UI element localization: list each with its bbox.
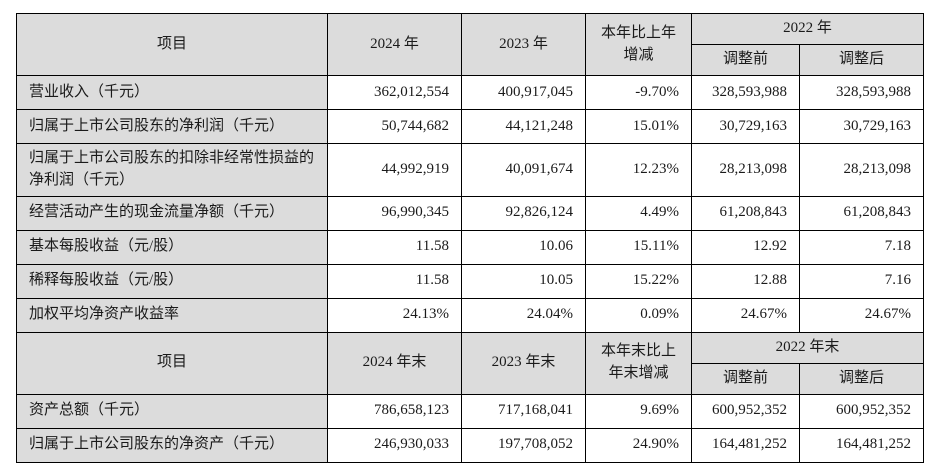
cell-2022-post: 7.18	[798, 229, 925, 265]
cell-2024: 50,744,682	[327, 109, 462, 144]
cell-2023: 400,917,045	[461, 75, 586, 110]
row-label: 营业收入（千元）	[16, 75, 328, 110]
cell-change: 15.22%	[585, 263, 692, 299]
row-label: 基本每股收益（元/股）	[16, 229, 328, 265]
cell-2024: 11.58	[327, 263, 462, 299]
cell-change: 0.09%	[585, 297, 692, 333]
cell-2022-pre: 28,213,098	[691, 143, 800, 197]
cell-2022-post: 600,952,352	[798, 393, 925, 429]
section2-header-row-1: 项目 2024 年末 2023 年末 本年末比上 年末增减 2022 年末	[16, 331, 925, 395]
section1-header-row-2: 调整前 调整后	[17, 44, 925, 76]
cell-2022-pre: 12.92	[691, 229, 800, 265]
section2-post-adjust-header: 调整后	[798, 362, 925, 395]
section2-pre-adjust-header: 调整前	[691, 362, 800, 395]
cell-2024: 362,012,554	[327, 75, 462, 110]
row-label: 经营活动产生的现金流量净额（千元）	[16, 195, 328, 231]
section2-year-end-2023-header: 2023 年末	[461, 331, 586, 395]
cell-2022-post: 328,593,988	[798, 75, 925, 110]
table-row-revenue: 营业收入（千元） 362,012,554 400,917,045 -9.70% …	[16, 75, 925, 110]
cell-2023: 10.06	[461, 229, 586, 265]
cell-2022-pre: 600,952,352	[691, 393, 800, 429]
cell-2022-post: 7.16	[798, 263, 925, 299]
cell-2023: 92,826,124	[461, 195, 586, 231]
cell-2022-pre: 24.67%	[691, 297, 800, 333]
cell-2024: 96,990,345	[327, 195, 462, 231]
table-row-net-assets: 归属于上市公司股东的净资产（千元） 246,930,033 197,708,05…	[16, 427, 925, 463]
cell-2022-post: 24.67%	[798, 297, 925, 333]
cell-2022-pre: 12.88	[691, 263, 800, 299]
cell-2024: 246,930,033	[327, 427, 462, 463]
table-row-net-profit: 归属于上市公司股东的净利润（千元） 50,744,682 44,121,248 …	[16, 109, 925, 144]
cell-2022-pre: 328,593,988	[691, 75, 800, 110]
table-row-basic-eps: 基本每股收益（元/股） 11.58 10.06 15.11% 12.92 7.1…	[16, 229, 925, 265]
cell-change: 12.23%	[585, 143, 692, 197]
cell-change: 15.11%	[585, 229, 692, 265]
section1-year-2022-group-header: 2022 年	[690, 13, 925, 45]
section2-item-header: 项目	[16, 331, 328, 395]
cell-2024: 786,658,123	[327, 393, 462, 429]
cell-2023: 10.05	[461, 263, 586, 299]
cell-change: -9.70%	[585, 75, 692, 110]
section1-year-2023-header: 2023 年	[461, 13, 586, 76]
cell-2022-pre: 164,481,252	[691, 427, 800, 463]
table-row-operating-cash-flow: 经营活动产生的现金流量净额（千元） 96,990,345 92,826,124 …	[16, 195, 925, 231]
cell-2024: 44,992,919	[327, 143, 462, 197]
cell-2022-pre: 61,208,843	[691, 195, 800, 231]
section1-pre-adjust-header: 调整前	[691, 44, 800, 76]
row-label: 资产总额（千元）	[16, 393, 328, 429]
cell-2023: 717,168,041	[461, 393, 586, 429]
cell-2023: 40,091,674	[461, 143, 586, 197]
table-row-weighted-avg-roe: 加权平均净资产收益率 24.13% 24.04% 0.09% 24.67% 24…	[16, 297, 925, 333]
table-row-net-profit-excl-nonrecurring: 归属于上市公司股东的扣除非经常性损益的净利润（千元） 44,992,919 40…	[16, 143, 925, 197]
cell-2022-post: 164,481,252	[798, 427, 925, 463]
cell-2024: 11.58	[327, 229, 462, 265]
row-label: 归属于上市公司股东的扣除非经常性损益的净利润（千元）	[16, 143, 328, 197]
cell-2022-post: 28,213,098	[798, 143, 925, 197]
section1-yoy-change-header: 本年比上年 增减	[585, 13, 692, 76]
cell-2023: 44,121,248	[461, 109, 586, 144]
row-label: 归属于上市公司股东的净利润（千元）	[16, 109, 328, 144]
row-label: 归属于上市公司股东的净资产（千元）	[16, 427, 328, 463]
section1-header-row-1: 项目 2024 年 2023 年 本年比上年 增减 2022 年	[16, 13, 925, 76]
cell-2022-pre: 30,729,163	[691, 109, 800, 144]
section1-year-2024-header: 2024 年	[327, 13, 462, 76]
cell-2022-post: 61,208,843	[798, 195, 925, 231]
financial-summary-table: 项目 2024 年 2023 年 本年比上年 增减 2022 年 调整前 调整后…	[16, 13, 925, 463]
section1-item-header: 项目	[16, 13, 328, 76]
section2-year-end-2022-group-header: 2022 年末	[690, 331, 925, 364]
table-row-total-assets: 资产总额（千元） 786,658,123 717,168,041 9.69% 6…	[16, 393, 925, 429]
row-label: 加权平均净资产收益率	[16, 297, 328, 333]
cell-2024: 24.13%	[327, 297, 462, 333]
section2-year-end-2024-header: 2024 年末	[327, 331, 462, 395]
cell-2023: 197,708,052	[461, 427, 586, 463]
section1-post-adjust-header: 调整后	[798, 44, 925, 76]
table-row-diluted-eps: 稀释每股收益（元/股） 11.58 10.05 15.22% 12.88 7.1…	[16, 263, 925, 299]
cell-change: 15.01%	[585, 109, 692, 144]
row-label: 稀释每股收益（元/股）	[16, 263, 328, 299]
section2-yoy-change-header: 本年末比上 年末增减	[585, 331, 692, 395]
cell-change: 24.90%	[585, 427, 692, 463]
cell-change: 4.49%	[585, 195, 692, 231]
cell-change: 9.69%	[585, 393, 692, 429]
cell-2023: 24.04%	[461, 297, 586, 333]
cell-2022-post: 30,729,163	[798, 109, 925, 144]
